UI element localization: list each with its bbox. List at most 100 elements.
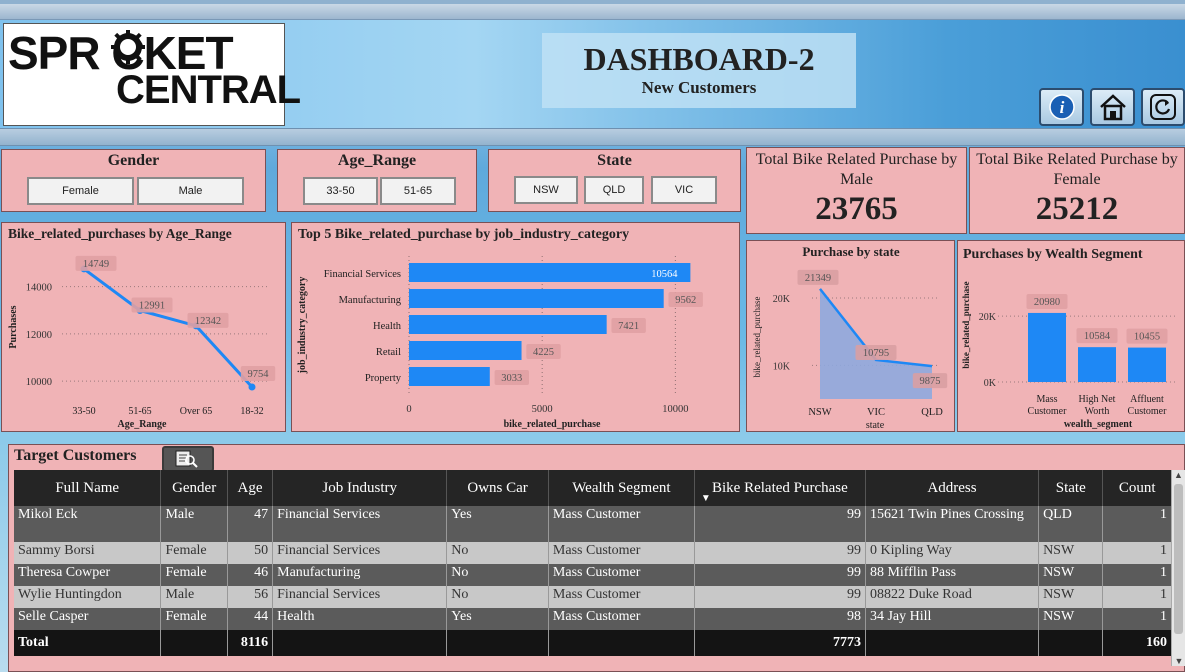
data-label-bg: [644, 265, 687, 280]
table-cell: 44: [227, 608, 274, 630]
table-cell: 99: [694, 586, 866, 608]
top-bar: [0, 4, 1185, 20]
table-cell: 15621 Twin Pines Crossing: [865, 506, 1040, 542]
col-age[interactable]: Age: [227, 470, 274, 506]
table-cell: Mass Customer: [548, 564, 695, 586]
total-cell: [865, 630, 1040, 656]
bar: [409, 263, 691, 282]
y-tick-label: 14000: [26, 283, 52, 294]
data-label-bg: [855, 344, 897, 360]
table-cell: Mikol Eck: [14, 506, 162, 542]
kpi-male-card: Total Bike Related Purchase by Male 2376…: [746, 147, 967, 234]
kpi-male-value: 23765: [815, 191, 898, 227]
state-chart-xlabel: state: [866, 420, 885, 431]
table-cell: Female: [160, 542, 228, 564]
x-tick-label: Over 65: [180, 406, 213, 417]
total-cell: [1038, 630, 1104, 656]
export-button[interactable]: [162, 446, 214, 472]
table-cell: NSW: [1038, 608, 1104, 630]
table-scrollbar[interactable]: ▲ ▼: [1171, 470, 1185, 666]
info-button[interactable]: i: [1039, 88, 1084, 126]
home-button[interactable]: [1090, 88, 1135, 126]
table-cell: Health: [272, 608, 448, 630]
y-tick-label: Manufacturing: [339, 295, 402, 306]
age-option-51-65[interactable]: 51-65: [380, 177, 456, 205]
x-tick-label-line2: Customer: [1128, 406, 1168, 417]
table-cell: Theresa Cowper: [14, 564, 162, 586]
table-cell: Mass Customer: [548, 586, 695, 608]
page-title: DASHBOARD-2: [583, 41, 815, 77]
bar: [409, 289, 664, 308]
data-label-bg: [912, 373, 948, 389]
series-line: [83, 267, 254, 389]
state-option-qld[interactable]: QLD: [584, 176, 644, 204]
x-tick-label: 51-65: [128, 406, 151, 417]
col-bike-purchase[interactable]: Bike Related Purchase ▼: [694, 470, 866, 506]
gender-option-male[interactable]: Male: [137, 177, 244, 205]
header-bottom-bar: [0, 128, 1185, 146]
table-row[interactable]: Theresa Cowper Female 46 Manufacturing No Mas…: [14, 564, 1172, 586]
table-cell: 56: [227, 586, 274, 608]
kpi-male-label: Total Bike Related Purchase by Male: [755, 151, 958, 188]
scroll-down-icon[interactable]: ▼: [1174, 656, 1184, 666]
col-bike-purchase-label: Bike Related Purchase: [712, 479, 848, 496]
age-range-slicer: Age_Range 33-50 51-65: [277, 149, 477, 212]
table-cell: No: [446, 564, 549, 586]
x-tick-label: 5000: [532, 404, 553, 415]
table-row[interactable]: Selle Casper Female 44 Health Yes Mass Custom…: [14, 608, 1172, 630]
col-address[interactable]: Address: [865, 470, 1040, 506]
bar: [1128, 347, 1166, 382]
col-job-industry[interactable]: Job Industry: [272, 470, 448, 506]
table-cell: Financial Services: [272, 506, 448, 542]
scroll-thumb[interactable]: [1174, 484, 1183, 634]
table-cell: Male: [160, 506, 228, 542]
col-wealth-segment[interactable]: Wealth Segment: [548, 470, 695, 506]
table-row[interactable]: Wylie Huntingdon Male 56 Financial Services…: [14, 586, 1172, 608]
col-owns-car[interactable]: Owns Car: [446, 470, 549, 506]
table-row[interactable]: Mikol Eck Male 47 Financial Services Yes Mass…: [14, 506, 1172, 542]
data-label-bg: [668, 292, 703, 307]
total-cell: [446, 630, 549, 656]
table-cell: No: [446, 542, 549, 564]
gender-slicer-title: Gender: [107, 152, 160, 169]
data-label: 12991: [139, 300, 165, 311]
svg-text:i: i: [1059, 98, 1064, 117]
age-range-chart-panel: Bike_related_purchases by Age_Range Age_…: [1, 222, 286, 432]
gender-option-female[interactable]: Female: [27, 177, 134, 205]
y-tick-label: 0K: [984, 378, 997, 389]
table-cell: NSW: [1038, 586, 1104, 608]
x-tick-label: High Net: [1079, 394, 1116, 405]
col-count[interactable]: Count: [1102, 470, 1172, 506]
customers-table: Full Name Gender Age Job Industry Owns C…: [14, 470, 1172, 656]
total-cell: Total: [14, 630, 162, 656]
industry-chart-xlabel: bike_related_purchase: [504, 419, 601, 430]
x-tick-label: NSW: [808, 407, 831, 418]
sprocket-icon: [111, 30, 145, 64]
col-state[interactable]: State: [1038, 470, 1104, 506]
table-title: Target Customers: [14, 447, 137, 464]
table-row[interactable]: Sammy Borsi Female 50 Financial Services No M…: [14, 542, 1172, 564]
state-option-nsw[interactable]: NSW: [514, 176, 578, 204]
top-strip: [0, 0, 1185, 4]
industry-chart-title: Top 5 Bike_related_purchase by job_indus…: [298, 227, 629, 242]
y-tick-label: 20K: [979, 312, 997, 323]
age-range-line-chart: Bike_related_purchases by Age_Range Age_…: [8, 226, 276, 430]
table-cell: 99: [694, 564, 866, 586]
table-cell: Wylie Huntingdon: [14, 586, 162, 608]
gender-slicer: Gender Female Male: [1, 149, 266, 212]
y-tick-label: Property: [365, 373, 402, 384]
data-label: 7421: [618, 321, 639, 332]
data-label: 10584: [1084, 331, 1111, 342]
data-label-bg: [131, 297, 173, 313]
col-gender[interactable]: Gender: [160, 470, 228, 506]
table-cell: Male: [160, 586, 228, 608]
data-label: 9754: [248, 369, 270, 380]
state-chart-ylabel: bike_related_purchase: [752, 297, 762, 378]
x-tick-label: 0: [406, 404, 411, 415]
refresh-button[interactable]: [1141, 88, 1185, 126]
state-option-vic[interactable]: VIC: [651, 176, 717, 204]
scroll-up-icon[interactable]: ▲: [1174, 470, 1183, 480]
col-full-name[interactable]: Full Name: [14, 470, 162, 506]
age-option-33-50[interactable]: 33-50: [303, 177, 378, 205]
table-total-row: Total 8116 7773 160: [14, 630, 1172, 656]
